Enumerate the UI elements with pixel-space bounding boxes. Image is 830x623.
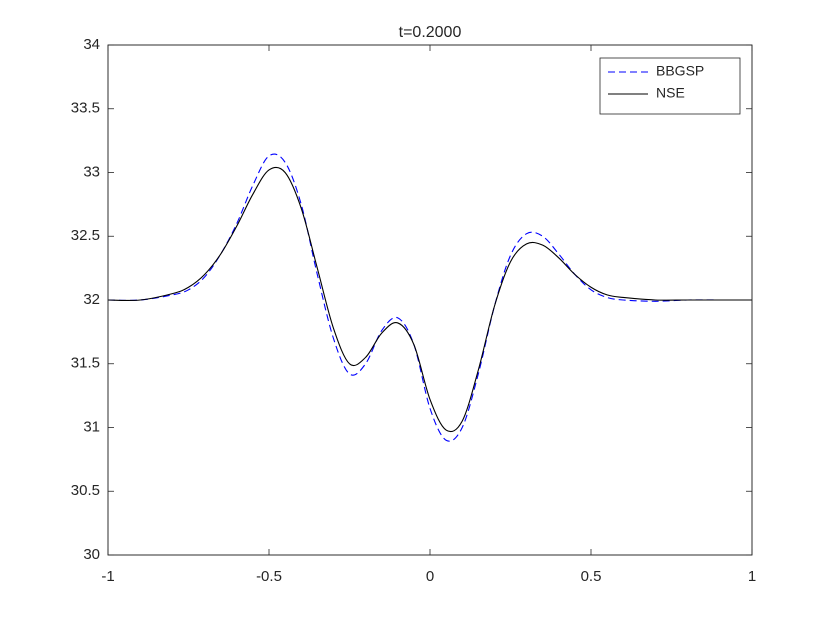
line-series xyxy=(107,166,752,433)
legend-label: BBGSP xyxy=(656,63,704,79)
plot-area xyxy=(107,44,753,556)
y-tick-label: 34 xyxy=(83,36,100,53)
y-tick-label: 32.5 xyxy=(71,227,100,244)
plot-frame xyxy=(107,44,753,556)
x-tick-label: 0.5 xyxy=(581,568,602,585)
y-tick-label: 32 xyxy=(83,291,100,308)
y-tick-label: 33.5 xyxy=(71,100,100,117)
x-tick-label: 0 xyxy=(426,568,434,585)
legend-label: NSE xyxy=(656,85,685,101)
y-tick-label: 30.5 xyxy=(71,482,100,499)
x-tick-label: -1 xyxy=(101,568,114,585)
y-tick-label: 31.5 xyxy=(71,355,100,372)
y-tick-label: 31 xyxy=(83,418,100,435)
y-tick-label: 33 xyxy=(83,163,100,180)
chart-title: t=0.2000 xyxy=(399,24,462,41)
x-tick-label: -0.5 xyxy=(256,568,282,585)
legend-box xyxy=(599,57,741,115)
y-tick-label: 30 xyxy=(83,546,100,563)
x-tick-label: 1 xyxy=(748,568,756,585)
